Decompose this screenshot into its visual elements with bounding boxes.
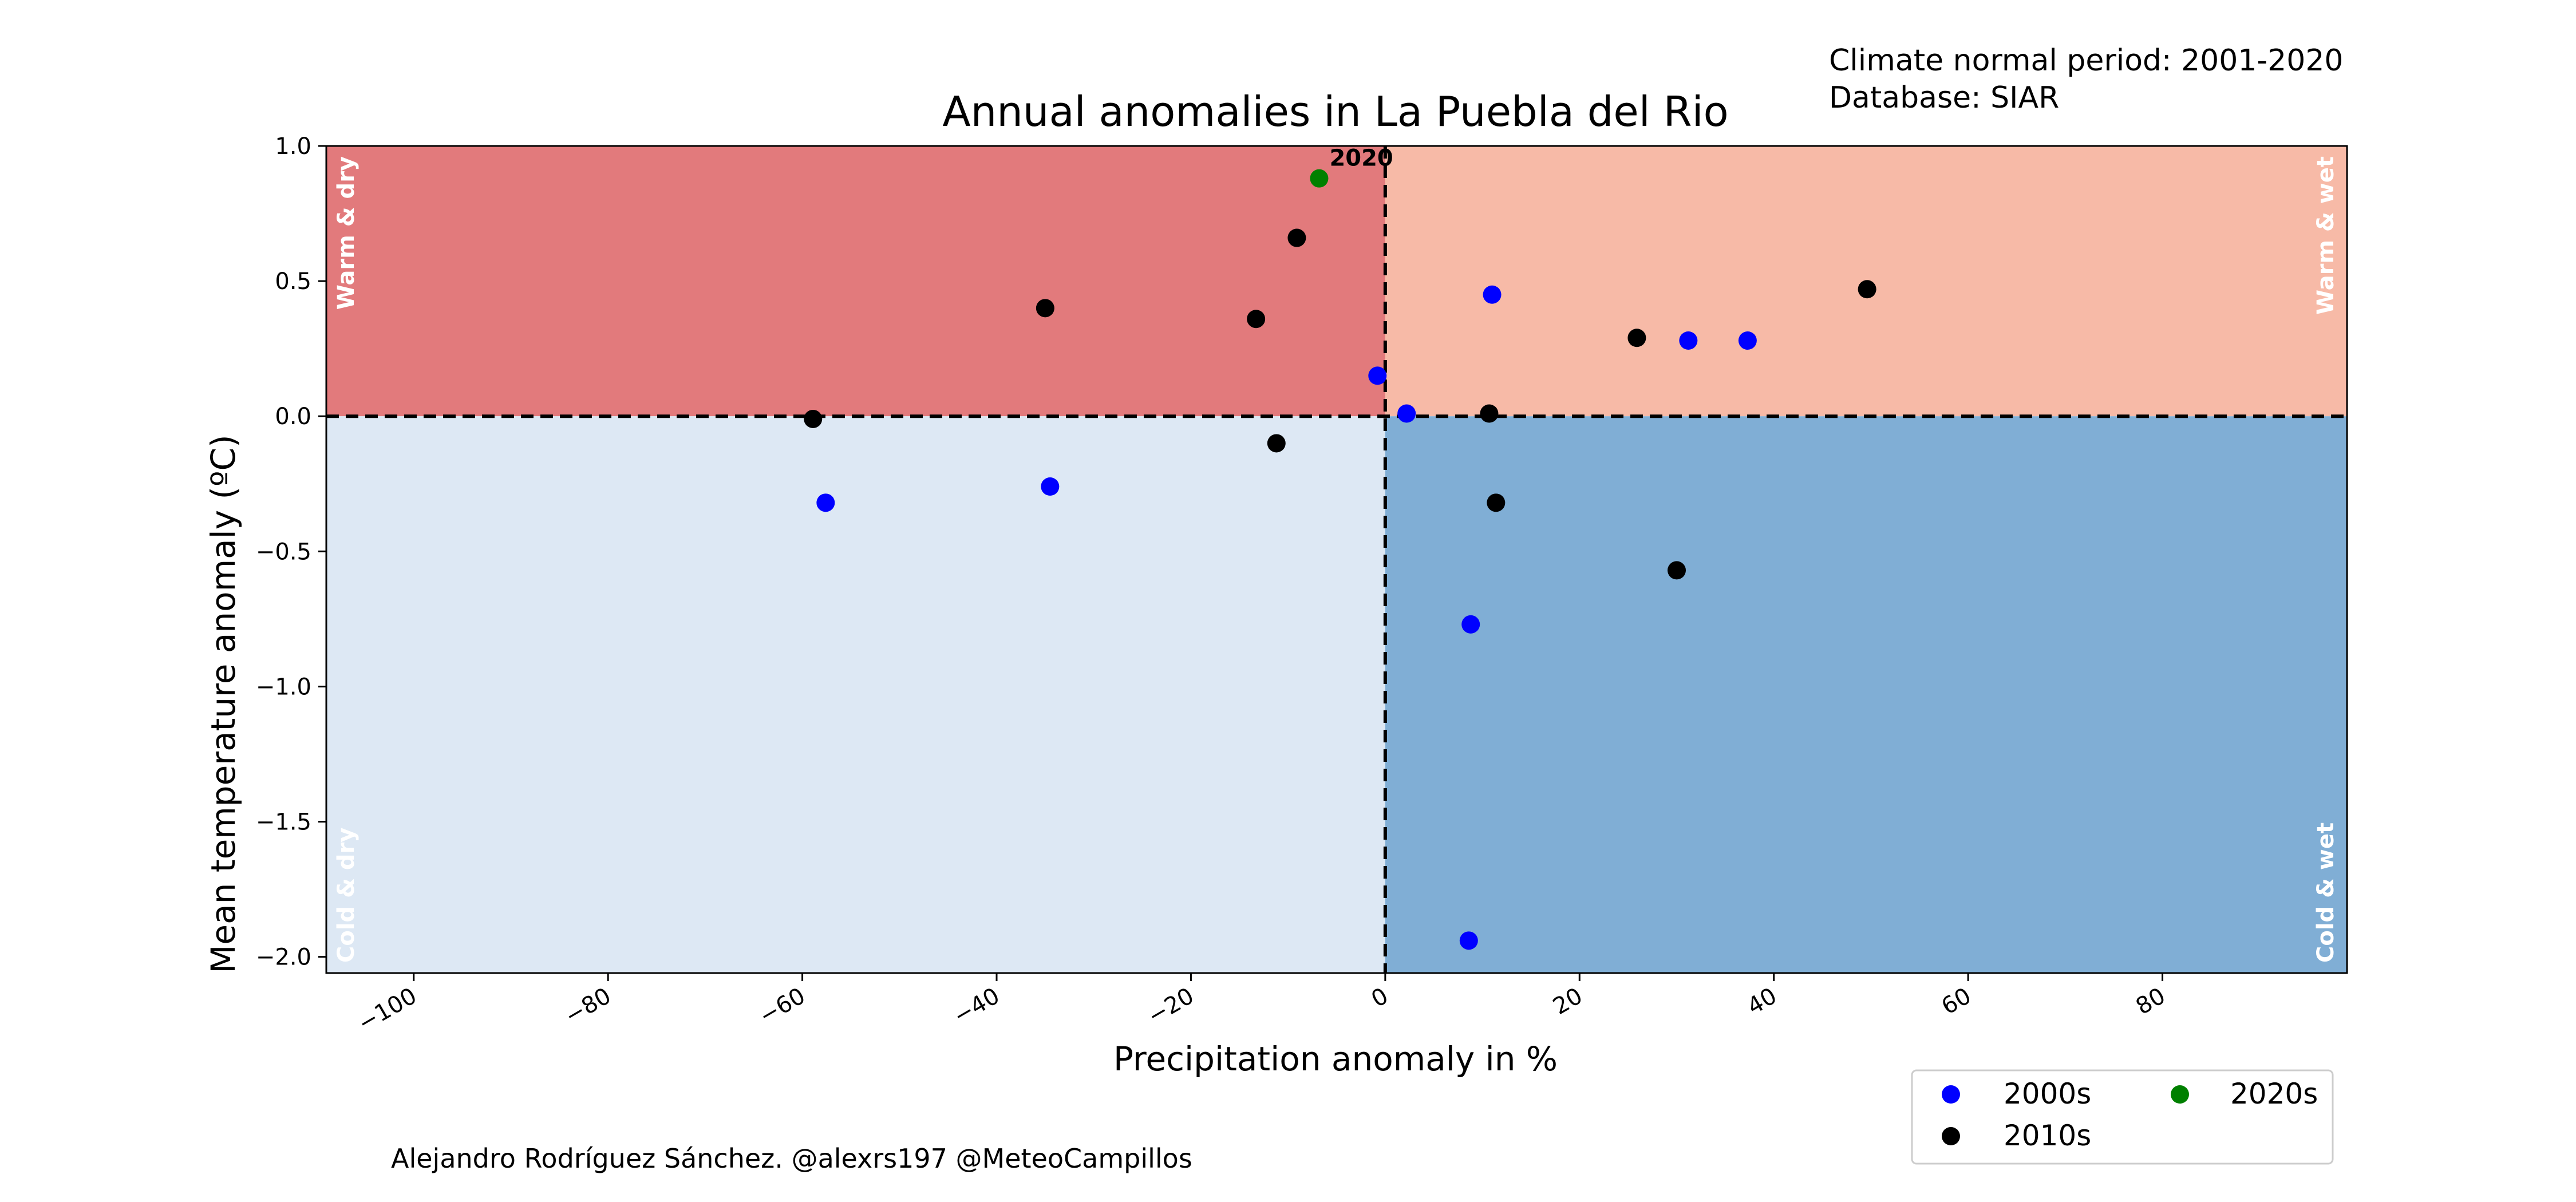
plot-area: 2020 [325,145,2348,974]
y-tick-label-5: −1.5 [256,809,311,836]
legend-marker-2020s [2171,1085,2189,1104]
plot-frame [325,145,2348,974]
y-tick-label-4: −1.0 [256,674,311,700]
point-2010s-1 [1036,299,1054,318]
x-axis-label: Precipitation anomaly in % [1113,1039,1558,1078]
x-tick-label-1: −80 [560,983,615,1030]
legend: 2000s 2020s 2010s [1911,1069,2334,1165]
point-2010s-9 [1858,280,1876,299]
x-tick-label-7: 40 [1743,983,1781,1020]
quadrant-warm-dry [326,146,1385,417]
point-2000s-8 [1738,331,1757,350]
y-tick-label-2: 0.0 [275,404,311,430]
author-credit: Alejandro Rodríguez Sánchez. @alexrs197 … [391,1143,1192,1174]
y-tick-label-1: 0.5 [275,268,311,295]
y-axis-ticks: 1.0 0.5 0.0 −0.5 −1.0 −1.5 −2.0 [256,133,326,971]
x-tick-label-5: 0 [1367,983,1393,1013]
point-2000s-4 [1461,615,1480,634]
legend-label-2000s: 2000s [2004,1077,2091,1110]
quadrant-label-cold-dry: Cold & dry [333,828,359,963]
point-2010s-8 [1667,561,1686,580]
point-2010s-7 [1627,329,1646,347]
point-2020s-0 [1310,169,1329,188]
quadrant-label-warm-wet: Warm & wet [2313,156,2339,315]
climate-normal-label: Climate normal period: 2001-2020 [1829,44,2344,78]
x-tick-label-8: 60 [1937,983,1976,1020]
point-2000s-0 [816,493,835,512]
x-tick-label-2: −60 [754,983,809,1030]
x-tick-label-6: 20 [1548,983,1587,1020]
point-label-2020: 2020 [1329,145,1393,172]
x-tick-label-4: −20 [1143,983,1198,1030]
point-2000s-3 [1397,404,1416,423]
quadrant-label-warm-dry: Warm & dry [333,156,359,310]
y-tick-label-3: −0.5 [256,539,311,565]
point-2010s-3 [1267,434,1286,453]
database-label: Database: SIAR [1829,81,2059,115]
x-tick-label-0: −100 [354,983,421,1037]
point-2010s-0 [804,409,823,428]
quadrant-cold-wet [1385,416,2347,973]
points-layer: 2020 [804,145,1876,950]
point-2010s-2 [1247,310,1266,329]
point-2000s-2 [1368,366,1387,385]
y-axis-label: Mean temperature anomaly (ºC) [204,434,243,973]
point-2000s-5 [1459,931,1478,950]
legend-marker-2010s [1942,1127,1960,1145]
x-axis-ticks: −100 −80 −60 −40 −20 0 20 40 60 80 [354,973,2170,1037]
point-2010s-4 [1287,228,1306,247]
y-tick-label-6: −2.0 [256,944,311,971]
legend-label-2010s: 2010s [2004,1119,2091,1152]
x-tick-label-9: 80 [2131,983,2170,1020]
point-2000s-7 [1679,331,1698,350]
legend-label-2020s: 2020s [2230,1077,2318,1110]
x-tick-label-3: −40 [949,983,1004,1030]
legend-frame [1911,1069,2334,1165]
point-2010s-6 [1487,493,1506,512]
point-2000s-1 [1041,477,1060,496]
legend-marker-2000s [1942,1085,1960,1104]
quadrant-cold-dry [326,416,1385,973]
quadrant-label-cold-wet: Cold & wet [2313,823,2339,963]
chart-title: Annual anomalies in La Puebla del Rio [942,88,1728,136]
point-2010s-5 [1480,404,1499,423]
point-2000s-6 [1483,285,1502,304]
y-tick-label-0: 1.0 [275,133,311,160]
